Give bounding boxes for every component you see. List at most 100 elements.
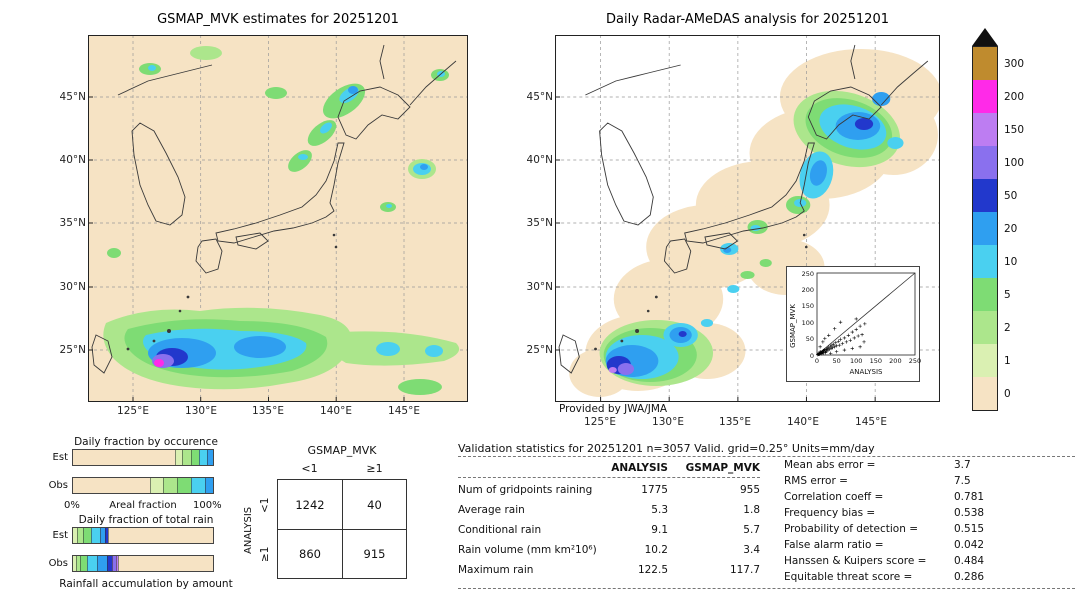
inset-ytick-label: 150 xyxy=(801,302,814,311)
bar-segment xyxy=(106,556,113,571)
summary-item: Correlation coeff = 0.781 xyxy=(784,491,985,503)
inset-ytick-label: 0 xyxy=(809,351,814,360)
right-lon-label-145e: 145°E xyxy=(855,416,887,428)
right-lat-label-30n: 30°N xyxy=(526,281,553,293)
totalrain-chart-title: Daily fraction of total rain xyxy=(78,514,214,526)
bar-segment xyxy=(175,450,183,465)
bar-segment xyxy=(207,450,213,465)
colorbar-tick-label: 0 xyxy=(1004,387,1011,400)
left-lon-label-130e: 130°E xyxy=(185,405,217,417)
left-map-frame xyxy=(88,35,468,402)
contingency-cell: 860 xyxy=(278,529,342,578)
right-lon-label-140e: 140°E xyxy=(787,416,819,428)
inset-xtick-label: 0 xyxy=(814,357,820,365)
scatter-points xyxy=(816,317,867,357)
colorbar-tick-label: 50 xyxy=(1004,189,1018,202)
inset-xtick-label: 100 xyxy=(849,357,863,365)
contingency-cell: 915 xyxy=(342,529,406,578)
right-map-frame xyxy=(555,35,940,402)
colorbar-overflow-triangle xyxy=(972,28,998,46)
bar-segment xyxy=(190,450,199,465)
totalrain-obs-label: Obs xyxy=(48,558,68,569)
left-map xyxy=(88,35,468,402)
summary-item: Equitable threat score = 0.286 xyxy=(784,571,985,583)
left-lat-label-30n: 30°N xyxy=(59,281,86,293)
scatter-inset: 0 50 100 150 200 250 0 50 100 150 200 250 ANALYSIS… xyxy=(786,266,921,382)
summary-item: Mean abs error = 3.7 xyxy=(784,459,971,471)
inset-ytick-label: 50 xyxy=(805,335,814,344)
colorbar-band: 50 xyxy=(973,179,1017,212)
contingency-cell: 1242 xyxy=(295,497,325,512)
left-precipitation-layer xyxy=(103,46,460,395)
right-map-title: Daily Radar-AMeDAS analysis for 20251201 xyxy=(606,12,889,27)
bar-segment xyxy=(82,528,92,543)
colorbar-band: 10 xyxy=(973,245,1017,278)
stats-row: Average rain 5.3 1.8 xyxy=(458,504,760,516)
colorbar-band: 2 xyxy=(973,311,1011,344)
bar-segment xyxy=(117,556,213,571)
colorbar-tick-label: 2 xyxy=(1004,321,1011,334)
bar-segment xyxy=(79,556,87,571)
inset-ytick-label: 100 xyxy=(801,318,814,327)
summary-item: RMS error = 7.5 xyxy=(784,475,971,487)
summary-list: Mean abs error = 3.7 RMS error = 7.5 Correla… xyxy=(784,457,1076,585)
colorbar-tick-label: 100 xyxy=(1004,156,1025,169)
left-lon-label-145e: 145°E xyxy=(388,405,420,417)
bar-segment xyxy=(176,478,191,493)
analysis-column-header: ANALYSIS xyxy=(611,462,668,474)
colorbar-tick-label: 20 xyxy=(1004,222,1018,235)
bar-segment xyxy=(150,478,163,493)
occurrence-axis-0: 0% xyxy=(64,500,80,511)
bar-segment xyxy=(73,528,78,543)
summary-item: False alarm ratio = 0.042 xyxy=(784,539,985,551)
bar-segment xyxy=(116,556,118,571)
left-lon-label-140e: 140°E xyxy=(320,405,352,417)
colorbar-band: 300 xyxy=(973,47,1024,80)
summary-item: Frequency bias = 0.538 xyxy=(784,507,985,519)
scatter-inset-plot xyxy=(816,272,916,357)
bar-segment xyxy=(91,528,100,543)
contingency-col-label-ge1: ≥1 xyxy=(366,462,383,475)
bar-segment xyxy=(75,556,80,571)
tot-obs-bar xyxy=(72,555,214,572)
colorbar-tick-label: 300 xyxy=(1004,57,1025,70)
summary-item: Hanssen & Kuipers score = 0.484 xyxy=(784,555,985,567)
data-provider-credit: Provided by JWA/JMA xyxy=(559,403,668,415)
left-lat-label-45n: 45°N xyxy=(59,91,86,103)
occurrence-chart-title: Daily fraction by occurence xyxy=(74,436,218,448)
bar-segment xyxy=(73,478,150,493)
right-lon-label-130e: 130°E xyxy=(652,416,684,428)
occ-est-bar xyxy=(72,449,214,466)
bar-segment xyxy=(112,556,117,571)
header-divider xyxy=(458,477,760,478)
colorbar-band: 5 xyxy=(973,278,1011,311)
validation-table-header: ANALYSIS GSMAP_MVK xyxy=(458,460,760,476)
inset-xtick-label: 200 xyxy=(889,357,902,365)
right-lon-label-125e: 125°E xyxy=(584,416,616,428)
colorbar-bands: 300 200 150 100 50 20 10 5 2 1 0 xyxy=(972,46,1024,411)
bar-segment xyxy=(105,528,108,543)
bar-segment xyxy=(86,556,97,571)
stats-rows: Num of gridpoints raining 1775 955 Average … xyxy=(458,480,760,580)
occurrence-est-label: Est xyxy=(52,452,68,463)
contingency-col-label-lt1: <1 xyxy=(301,462,318,475)
colorbar-band: 0 xyxy=(973,377,1011,410)
contingency-row-label-ge1: ≥1 xyxy=(259,546,271,562)
left-map-title: GSMAP_MVK estimates for 20251201 xyxy=(157,12,399,27)
colorbar-tick-label: 200 xyxy=(1004,90,1025,103)
colorbar-band: 100 xyxy=(973,146,1024,179)
contingency-table: 1242 40 860 915 xyxy=(277,479,407,579)
inset-ytick-label: 250 xyxy=(801,269,814,278)
bar-segment xyxy=(198,450,208,465)
stats-row: Rain volume (mm km²10⁶) 10.2 3.4 xyxy=(458,544,760,556)
left-lat-label-40n: 40°N xyxy=(59,154,86,166)
colorbar-tick-label: 5 xyxy=(1004,288,1011,301)
right-lat-label-45n: 45°N xyxy=(526,91,553,103)
inset-xtick-label: 50 xyxy=(832,357,841,365)
occurrence-axis-label: Areal fraction xyxy=(109,500,177,511)
contingency-col-group: GSMAP_MVK xyxy=(307,444,377,457)
inset-xtick-label: 150 xyxy=(869,357,882,365)
stats-row: Maximum rain 122.5 117.7 xyxy=(458,564,760,576)
totalrain-chart-caption: Rainfall accumulation by amount xyxy=(59,578,233,590)
